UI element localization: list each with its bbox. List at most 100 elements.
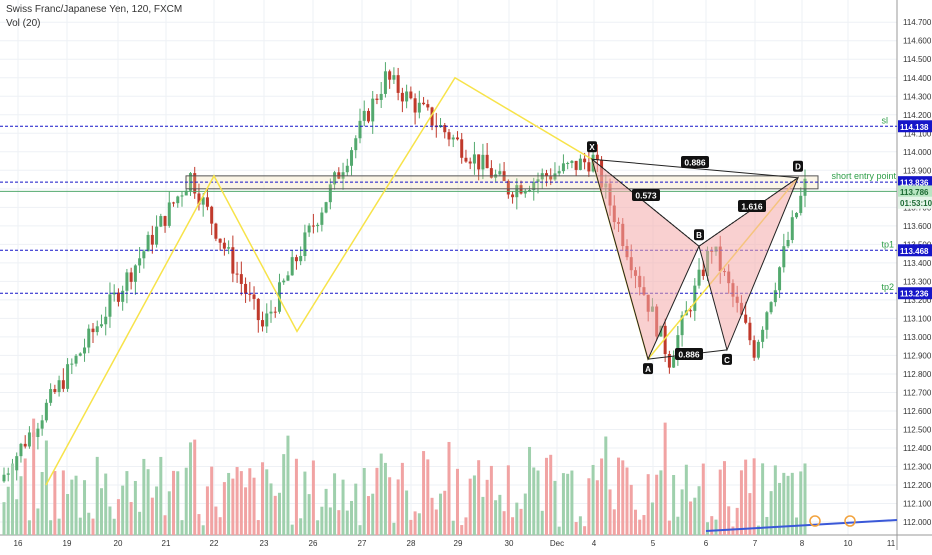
candle-body xyxy=(320,212,324,225)
candle-body xyxy=(214,223,218,239)
price-tag-label: 113.836 xyxy=(900,179,929,188)
candle-body xyxy=(311,225,315,227)
candle-body xyxy=(371,98,375,122)
volume-bar xyxy=(710,516,714,535)
candle-body xyxy=(400,92,404,102)
pattern-point-label: X xyxy=(589,143,595,152)
volume-bar xyxy=(70,479,74,535)
candle-body xyxy=(23,443,27,447)
volume-bar xyxy=(125,471,129,535)
volume-bar xyxy=(642,515,646,535)
volume-bar xyxy=(773,465,777,535)
volume-bar xyxy=(494,500,498,535)
pattern-point-box xyxy=(643,363,653,375)
volume-bar xyxy=(290,524,294,535)
volume-bar xyxy=(265,469,269,535)
volume-bar xyxy=(210,466,214,535)
y-tick-label: 114.100 xyxy=(903,129,932,138)
volume-bar xyxy=(379,453,383,535)
price-tag-label: 113.236 xyxy=(900,290,929,299)
candle-body xyxy=(477,154,481,170)
pattern-ratio-label: 0.573 xyxy=(635,191,657,201)
volume-bar xyxy=(350,500,354,535)
candle-body xyxy=(523,190,527,194)
candle-body xyxy=(489,168,493,178)
volume-bar xyxy=(218,517,222,535)
volume-bar xyxy=(214,506,218,535)
x-tick-label: 16 xyxy=(14,539,23,548)
pattern-ratio-box xyxy=(675,348,703,360)
volume-bar xyxy=(689,501,693,535)
volume-bar xyxy=(375,467,379,535)
candle-body xyxy=(536,179,540,182)
candle-body xyxy=(172,202,176,204)
volume-bar xyxy=(277,492,281,535)
candle-body xyxy=(455,137,459,140)
candle-body xyxy=(286,275,290,281)
x-tick-label: 22 xyxy=(210,539,219,548)
candle-body xyxy=(167,202,171,226)
volume-bar xyxy=(87,512,91,535)
x-tick-label: 10 xyxy=(844,539,853,548)
candle-body xyxy=(350,150,354,166)
volume-bar xyxy=(227,472,231,535)
volume-bar xyxy=(282,454,286,535)
candle-body xyxy=(663,325,667,355)
volume-bar xyxy=(633,509,637,535)
candle-body xyxy=(83,347,87,354)
candle-body xyxy=(155,226,159,245)
candle-body xyxy=(40,420,44,429)
volume-bar xyxy=(731,526,735,535)
candle-body xyxy=(460,139,464,158)
candle-body xyxy=(2,474,6,482)
x-tick-label: 6 xyxy=(704,539,709,548)
volume-bar xyxy=(91,518,95,535)
candle-body xyxy=(553,173,557,180)
candle-body xyxy=(74,355,78,364)
volume-bar xyxy=(383,462,387,535)
volume-bar xyxy=(2,502,6,535)
candle-body xyxy=(345,165,349,173)
candle-body xyxy=(430,107,434,126)
candle-body xyxy=(269,311,273,314)
volume-bar xyxy=(680,489,684,535)
candle-body xyxy=(464,157,468,162)
volume-bar xyxy=(176,471,180,535)
candle-body xyxy=(125,272,129,291)
candle-body xyxy=(383,71,387,94)
candle-body xyxy=(778,267,782,291)
volume-bar xyxy=(561,473,565,535)
level-label: short entry point xyxy=(831,171,896,181)
candle-body xyxy=(549,176,553,180)
volume-bar xyxy=(502,511,506,535)
volume-bar xyxy=(142,458,146,535)
volume-bar xyxy=(443,490,447,535)
volume-bar xyxy=(549,454,553,535)
candle-body xyxy=(180,195,184,197)
volume-bar xyxy=(523,493,527,535)
candle-body xyxy=(574,160,578,170)
pattern-ratio-box xyxy=(681,156,709,168)
volume-bar xyxy=(676,516,680,535)
candle-body xyxy=(95,326,99,333)
volume-bar xyxy=(231,478,235,535)
volume-bar xyxy=(629,484,633,535)
volume-bar xyxy=(587,478,591,535)
pattern-xb xyxy=(591,158,700,247)
volume-bar xyxy=(358,525,362,535)
candle-body xyxy=(78,353,82,356)
candle-body xyxy=(354,138,358,151)
volume-bar xyxy=(557,526,561,535)
volume-bar xyxy=(578,516,582,535)
volume-bar xyxy=(409,519,413,535)
pattern-point-box xyxy=(722,353,732,365)
candle-body xyxy=(447,132,451,140)
volume-bar xyxy=(570,470,574,535)
volume-bar xyxy=(761,463,765,535)
candle-body xyxy=(324,202,328,213)
price-tag xyxy=(898,287,932,300)
volume-bar xyxy=(269,483,273,535)
candle-body xyxy=(405,91,409,102)
volume-bar xyxy=(583,526,587,535)
y-tick-label: 113.100 xyxy=(903,314,932,323)
